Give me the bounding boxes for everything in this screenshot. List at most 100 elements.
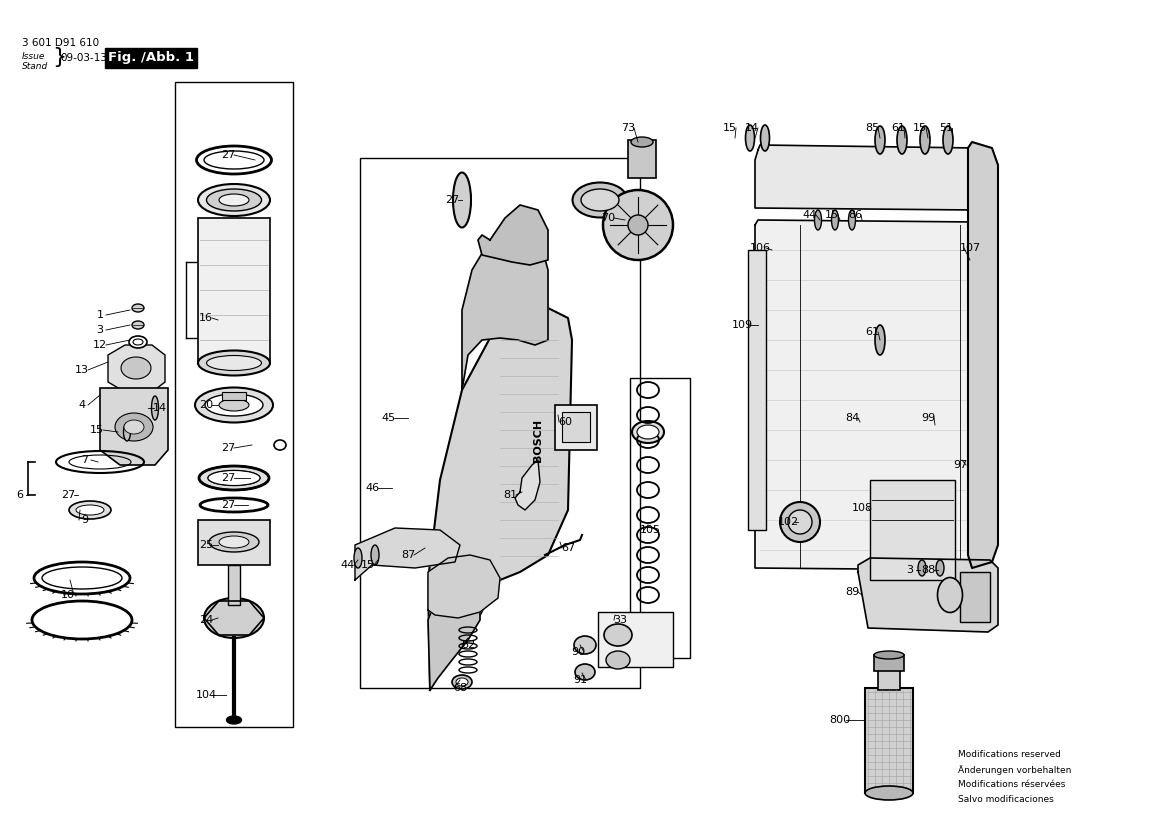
Ellipse shape: [76, 505, 104, 515]
Text: 25: 25: [199, 540, 213, 550]
Ellipse shape: [208, 471, 260, 486]
Ellipse shape: [133, 339, 142, 345]
Text: 3: 3: [906, 565, 913, 575]
Ellipse shape: [920, 126, 930, 154]
Bar: [870, 480, 955, 580]
Ellipse shape: [938, 577, 962, 613]
Text: 109: 109: [731, 320, 752, 330]
Text: 73: 73: [621, 123, 635, 133]
Ellipse shape: [832, 210, 839, 230]
Text: 60: 60: [558, 417, 572, 427]
Text: Salvo modificaciones: Salvo modificaciones: [958, 795, 1054, 804]
Ellipse shape: [575, 664, 595, 680]
Text: 1: 1: [97, 310, 104, 320]
Ellipse shape: [943, 126, 953, 154]
Ellipse shape: [209, 532, 259, 552]
Ellipse shape: [227, 716, 242, 724]
Text: 67: 67: [561, 543, 575, 553]
Text: 102: 102: [778, 517, 799, 527]
Text: 4: 4: [78, 400, 85, 410]
Text: 15: 15: [361, 560, 375, 570]
Polygon shape: [858, 558, 997, 632]
Text: 88: 88: [920, 565, 936, 575]
Text: Issue: Issue: [22, 52, 46, 61]
Text: 12: 12: [93, 340, 107, 350]
Ellipse shape: [632, 421, 663, 443]
Text: 14: 14: [745, 123, 759, 133]
Text: 27: 27: [221, 443, 235, 453]
Polygon shape: [755, 145, 978, 210]
Text: 97: 97: [953, 460, 967, 470]
Text: 61: 61: [891, 123, 905, 133]
Text: Modifications réservées: Modifications réservées: [958, 780, 1065, 789]
Ellipse shape: [814, 210, 821, 230]
Bar: [222, 392, 246, 400]
Ellipse shape: [354, 548, 362, 568]
Text: 105: 105: [640, 525, 660, 535]
Text: 27: 27: [221, 150, 235, 160]
Bar: [598, 612, 673, 667]
Ellipse shape: [114, 413, 153, 441]
Bar: [960, 572, 990, 622]
Ellipse shape: [631, 137, 653, 147]
Text: BOSCH: BOSCH: [533, 419, 543, 462]
Polygon shape: [515, 460, 540, 510]
Ellipse shape: [452, 675, 472, 689]
Text: 33: 33: [613, 615, 627, 625]
Ellipse shape: [220, 536, 249, 548]
Text: 27: 27: [221, 473, 235, 483]
Text: 87: 87: [401, 550, 415, 560]
Text: }: }: [53, 47, 67, 67]
Ellipse shape: [918, 560, 926, 576]
Text: 24: 24: [199, 615, 213, 625]
Bar: [748, 250, 766, 530]
Text: 09-03-13: 09-03-13: [60, 53, 107, 63]
Circle shape: [603, 190, 673, 260]
Text: 10: 10: [61, 590, 75, 600]
Ellipse shape: [204, 598, 264, 638]
Ellipse shape: [220, 194, 249, 206]
Bar: [199, 218, 270, 363]
Polygon shape: [478, 205, 548, 265]
Text: 27: 27: [61, 490, 75, 500]
Ellipse shape: [152, 396, 159, 420]
Text: 16: 16: [199, 313, 213, 323]
Text: 68: 68: [453, 683, 467, 693]
Text: 85: 85: [865, 123, 880, 133]
Text: 3 601 D91 610: 3 601 D91 610: [22, 38, 99, 48]
Bar: [562, 412, 590, 442]
Text: 15: 15: [723, 123, 737, 133]
Ellipse shape: [606, 651, 630, 669]
Text: 15: 15: [825, 210, 839, 220]
Text: 44: 44: [341, 560, 355, 570]
Ellipse shape: [604, 624, 632, 646]
Polygon shape: [427, 555, 500, 618]
Bar: [555, 405, 597, 450]
Bar: [628, 140, 656, 178]
Text: Modifications reserved: Modifications reserved: [958, 750, 1061, 759]
Text: 51: 51: [939, 123, 953, 133]
Text: 9: 9: [82, 515, 89, 525]
Ellipse shape: [121, 357, 151, 379]
Ellipse shape: [199, 184, 270, 216]
Text: 106: 106: [750, 243, 771, 253]
Text: 800: 800: [829, 715, 850, 725]
Text: 61: 61: [865, 327, 880, 337]
Text: 81: 81: [503, 490, 517, 500]
Text: 27: 27: [445, 195, 459, 205]
Ellipse shape: [132, 321, 144, 329]
Ellipse shape: [573, 636, 596, 654]
Ellipse shape: [875, 325, 885, 355]
Ellipse shape: [874, 651, 904, 659]
Ellipse shape: [580, 189, 619, 211]
Text: 27: 27: [221, 500, 235, 510]
Text: Fig. /Abb. 1: Fig. /Abb. 1: [107, 51, 194, 64]
Ellipse shape: [206, 394, 263, 416]
Ellipse shape: [220, 399, 249, 411]
Text: 89: 89: [844, 587, 860, 597]
Bar: [175, 82, 293, 727]
Ellipse shape: [848, 210, 855, 230]
Text: 20: 20: [199, 400, 213, 410]
Bar: [630, 378, 690, 658]
Text: 108: 108: [851, 503, 872, 513]
